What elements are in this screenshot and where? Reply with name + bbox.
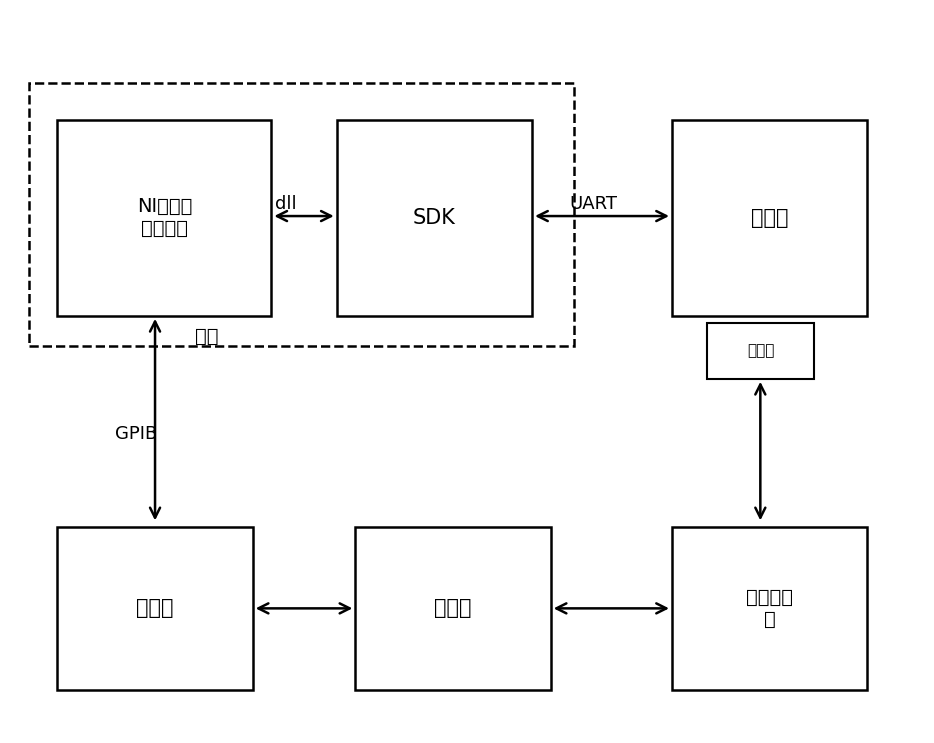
Bar — [355, 527, 551, 690]
Text: 天线口: 天线口 — [747, 344, 774, 359]
Text: 主机: 主机 — [194, 326, 218, 345]
Bar — [57, 120, 272, 316]
Text: 读写器: 读写器 — [751, 208, 788, 228]
Text: 综测仪: 综测仪 — [136, 598, 174, 618]
Bar — [29, 82, 574, 345]
Text: SDK: SDK — [413, 208, 456, 228]
Text: NI自动化
测试软件: NI自动化 测试软件 — [136, 198, 192, 239]
Bar — [672, 527, 868, 690]
Bar — [57, 527, 253, 690]
Text: 衰减器: 衰减器 — [434, 598, 472, 618]
Text: 多路耦合
器: 多路耦合 器 — [746, 588, 793, 629]
Bar — [707, 323, 814, 379]
Text: GPIB: GPIB — [115, 426, 158, 444]
Bar — [336, 120, 532, 316]
Bar — [672, 120, 868, 316]
Text: dll: dll — [275, 195, 296, 213]
Text: UART: UART — [570, 195, 617, 213]
